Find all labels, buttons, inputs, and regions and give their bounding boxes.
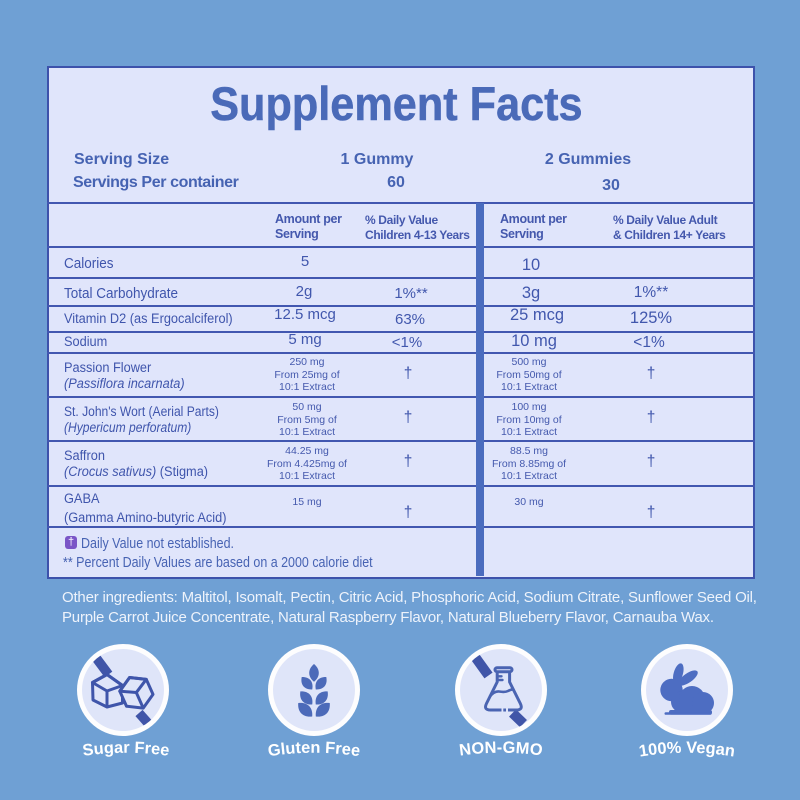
svg-text:Gluten Free: Gluten Free bbox=[267, 739, 362, 761]
svg-text:Sugar Free: Sugar Free bbox=[81, 739, 170, 760]
svg-text:100% Vegan: 100% Vegan bbox=[638, 739, 737, 761]
svg-text:NON-GMO: NON-GMO bbox=[458, 739, 544, 760]
